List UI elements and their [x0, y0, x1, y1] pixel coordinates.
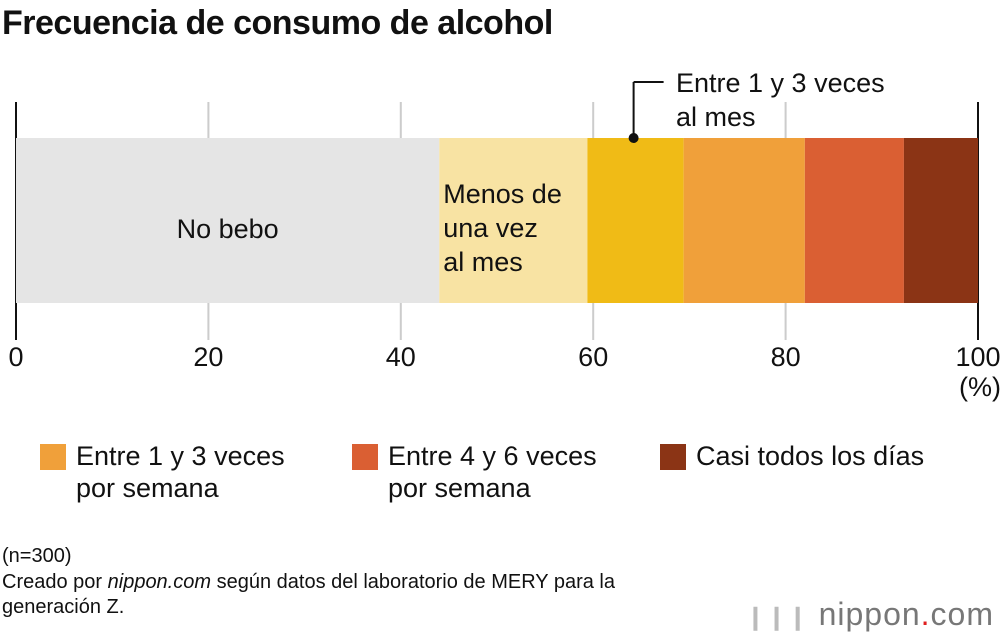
- bar-segment-3: [683, 138, 805, 303]
- x-tick-label: 40: [386, 342, 416, 372]
- bar-segment-0: [16, 138, 440, 303]
- bar-segment-1: [439, 138, 588, 303]
- x-tick-label: 0: [8, 342, 23, 372]
- legend-swatch: [40, 444, 66, 470]
- chart-title: Frecuencia de consumo de alcohol: [2, 4, 553, 42]
- source-note: Creado por nippon.com según datos del la…: [2, 571, 615, 618]
- legend-swatch: [352, 444, 378, 470]
- legend-label: Casi todos los días: [696, 441, 925, 471]
- x-tick-label: 60: [578, 342, 608, 372]
- legend-item: Entre 1 y 3 veces por semana: [40, 440, 285, 504]
- x-tick-label: 100: [955, 342, 1000, 372]
- segment-label: Menos de: [443, 179, 562, 209]
- x-unit-label: (%): [959, 372, 1000, 402]
- legend-label: Entre 1 y 3 veces por semana: [76, 441, 285, 503]
- annotation-dot: [628, 133, 639, 143]
- x-tick-label: 80: [771, 342, 801, 372]
- segment-label: al mes: [676, 102, 756, 132]
- legend-item: Entre 4 y 6 veces por semana: [352, 440, 597, 504]
- segment-label: Entre 1 y 3 veces: [676, 68, 885, 98]
- legend-item: Casi todos los días: [660, 440, 924, 472]
- bar-segment-2: [587, 138, 684, 303]
- x-tick-label: 20: [193, 342, 223, 372]
- nippon-logo: ❙❙❙ nippon.com: [745, 596, 994, 632]
- legend-swatch: [660, 444, 686, 470]
- segment-label: No bebo: [177, 214, 279, 244]
- legend-label: Entre 4 y 6 veces por semana: [388, 441, 597, 503]
- bar-segment-4: [804, 138, 904, 303]
- bar-segment-5: [903, 138, 978, 303]
- segment-label: una vez: [443, 213, 538, 243]
- sample-size: (n=300): [2, 545, 72, 567]
- segment-label: al mes: [443, 247, 523, 277]
